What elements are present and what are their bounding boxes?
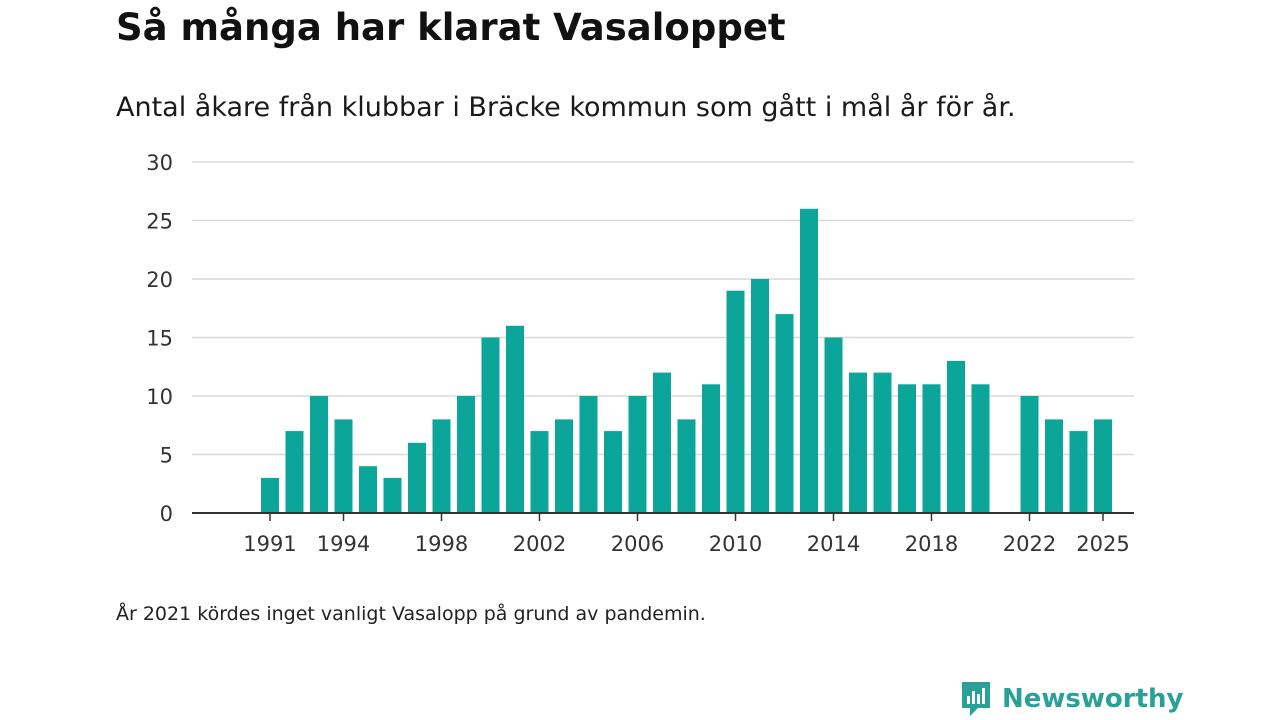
bar-1999 bbox=[457, 396, 475, 513]
y-tick-label: 10 bbox=[146, 385, 173, 409]
bar-2003 bbox=[555, 419, 573, 513]
bar-2022 bbox=[1020, 396, 1039, 513]
bar-2024 bbox=[1069, 431, 1088, 513]
bar-2015 bbox=[849, 372, 867, 513]
y-tick-label: 20 bbox=[146, 268, 173, 292]
bar-1997 bbox=[408, 442, 426, 513]
y-tick-label: 25 bbox=[146, 210, 173, 234]
bar-2013 bbox=[800, 208, 818, 514]
x-tick-label: 1991 bbox=[243, 532, 296, 556]
x-tick-label: 1994 bbox=[317, 532, 370, 556]
bar-1998 bbox=[432, 419, 451, 513]
x-tick-label: 2010 bbox=[709, 532, 762, 556]
y-tick-label: 5 bbox=[160, 444, 173, 468]
chart-title: Så många har klarat Vasaloppet bbox=[116, 6, 786, 49]
bar-2011 bbox=[751, 279, 769, 513]
bar-1996 bbox=[383, 477, 402, 513]
bar-2001 bbox=[506, 325, 524, 513]
bar-2002 bbox=[530, 431, 549, 513]
bar-1991 bbox=[261, 477, 279, 513]
bar-2007 bbox=[653, 372, 671, 513]
bar-2000 bbox=[481, 337, 500, 513]
bars bbox=[261, 208, 1112, 514]
y-tick-label: 30 bbox=[146, 151, 173, 175]
bar-2023 bbox=[1045, 419, 1063, 513]
bar-2008 bbox=[677, 419, 696, 513]
bar-2017 bbox=[898, 384, 916, 513]
bar-2012 bbox=[775, 314, 794, 513]
bar-1995 bbox=[359, 466, 377, 513]
bar-2004 bbox=[579, 396, 598, 513]
bar-2025 bbox=[1094, 419, 1112, 513]
bar-2009 bbox=[702, 384, 720, 513]
y-tick-label: 15 bbox=[146, 327, 173, 351]
x-tick-label: 1998 bbox=[415, 532, 468, 556]
x-tick-label: 2018 bbox=[905, 532, 958, 556]
newsworthy-logo-icon bbox=[962, 682, 990, 716]
brand-name: Newsworthy bbox=[1002, 684, 1184, 714]
x-tick-label: 2025 bbox=[1076, 532, 1129, 556]
footnote: År 2021 kördes inget vanligt Vasalopp på… bbox=[116, 603, 706, 625]
x-tick-label: 2006 bbox=[611, 532, 664, 556]
bar-2019 bbox=[947, 360, 965, 513]
bar-1992 bbox=[285, 431, 304, 513]
bar-2005 bbox=[604, 431, 622, 513]
bar-2018 bbox=[922, 384, 941, 513]
brand-logo[interactable]: Newsworthy bbox=[960, 680, 1183, 718]
x-tick-label: 2002 bbox=[513, 532, 566, 556]
x-tick-label: 2014 bbox=[807, 532, 860, 556]
y-tick-label: 0 bbox=[160, 502, 173, 526]
bar-1994 bbox=[334, 419, 353, 513]
bar-2016 bbox=[873, 372, 892, 513]
bar-2020 bbox=[971, 384, 990, 513]
bar-2014 bbox=[824, 337, 843, 513]
bar-2006 bbox=[628, 396, 647, 513]
bar-2010 bbox=[726, 290, 745, 513]
x-tick-label: 2022 bbox=[1003, 532, 1056, 556]
chart-subtitle: Antal åkare från klubbar i Bräcke kommun… bbox=[116, 92, 1016, 123]
bar-1993 bbox=[310, 396, 328, 513]
